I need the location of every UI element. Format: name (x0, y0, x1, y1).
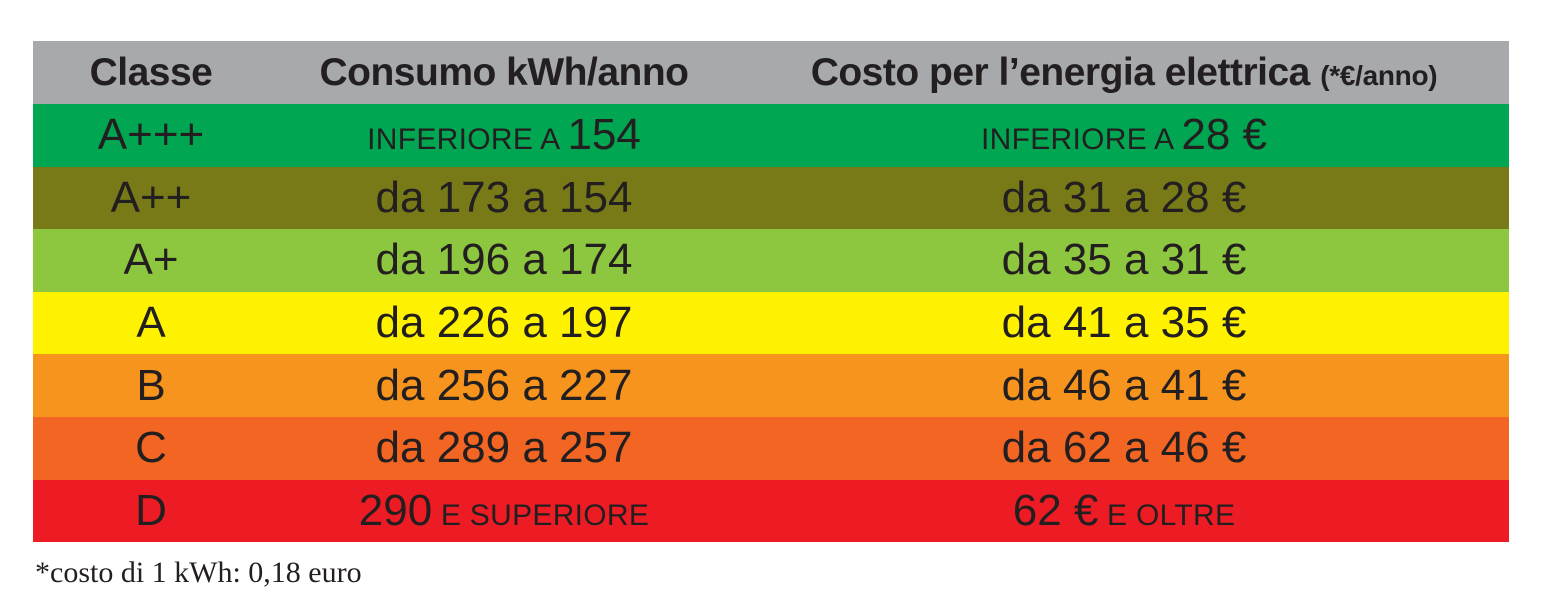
cell-costo: da 31 a 28 € (1001, 172, 1247, 222)
cell-costo: 62 € E OLTRE (739, 485, 1509, 535)
header-costo-unit: (*€/anno) (1320, 59, 1438, 91)
table-header: Classe Consumo kWh/anno Costo per l’ener… (33, 41, 1509, 104)
cell-costo: da 41 a 35 € (1001, 298, 1247, 348)
footnote: *costo di 1 kWh: 0,18 euro (35, 556, 362, 589)
cell-classe: C (135, 423, 167, 473)
cell-consumo: da 173 a 154 (375, 172, 633, 222)
cell-classe: A+++ (97, 110, 205, 160)
table-row: B da 256 a 227 da 46 a 41 € (33, 354, 1509, 417)
cell-consumo: da 256 a 227 (375, 360, 633, 410)
cell-costo-value: 28 € (1181, 110, 1267, 160)
table-row: D 290 E SUPERIORE 62 € E OLTRE (33, 479, 1509, 543)
table-row: A da 226 a 197 da 41 a 35 € (33, 291, 1509, 355)
energy-class-table: Classe Consumo kWh/anno Costo per l’ener… (33, 41, 1509, 543)
cell-costo: da 35 a 31 € (1001, 235, 1247, 285)
cell-costo: da 62 a 46 € (1001, 423, 1247, 473)
cell-classe: B (136, 360, 166, 410)
cell-consumo: 290 E SUPERIORE (269, 485, 739, 535)
table-row: A+++ INFERIORE A 154 INFERIORE A 28 € (33, 104, 1509, 167)
cell-costo: INFERIORE A 28 € (739, 113, 1509, 157)
cell-consumo: INFERIORE A 154 (269, 113, 739, 157)
table-row: A+ da 196 a 174 da 35 a 31 € (33, 229, 1509, 292)
cell-costo: da 46 a 41 € (1001, 360, 1247, 410)
header-classe: Classe (89, 50, 213, 94)
cell-consumo-value: 154 (567, 110, 641, 160)
cell-costo-prefix: INFERIORE A (981, 123, 1182, 157)
cell-consumo: da 289 a 257 (375, 423, 633, 473)
header-costo: Costo per l’energia elettrica (*€/anno) (739, 51, 1509, 95)
cell-consumo-value: 290 (358, 485, 433, 535)
header-consumo: Consumo kWh/anno (319, 50, 689, 94)
cell-costo-suffix: E OLTRE (1098, 498, 1236, 532)
cell-consumo-suffix: E SUPERIORE (432, 498, 650, 532)
cell-consumo: da 196 a 174 (375, 235, 633, 285)
cell-classe: A (136, 298, 166, 348)
cell-classe: A++ (110, 172, 192, 222)
header-costo-label: Costo per l’energia elettrica (810, 50, 1311, 94)
cell-consumo: da 226 a 197 (375, 298, 633, 348)
cell-classe: A+ (123, 235, 179, 285)
table-row: C da 289 a 257 da 62 a 46 € (33, 416, 1509, 480)
cell-costo-value: 62 € (1012, 485, 1099, 535)
table-row: A++ da 173 a 154 da 31 a 28 € (33, 166, 1509, 230)
cell-consumo-prefix: INFERIORE A (367, 123, 568, 157)
cell-classe: D (135, 485, 167, 535)
